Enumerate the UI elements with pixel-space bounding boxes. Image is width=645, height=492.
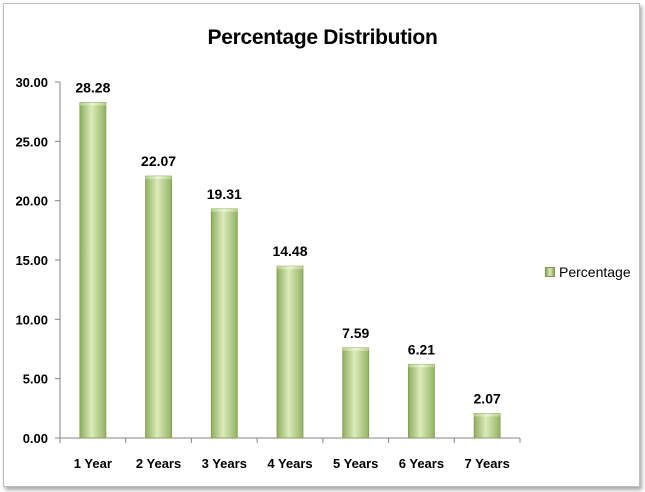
bar-5-years: [342, 347, 370, 439]
data-label: 28.28: [75, 79, 110, 95]
y-tick-label: 25.00: [15, 134, 48, 149]
x-tick-label: 6 Years: [399, 456, 444, 471]
data-label: 14.48: [272, 243, 307, 259]
legend-swatch: [545, 267, 555, 277]
x-tick-label: 5 Years: [333, 456, 378, 471]
bar-cap: [277, 266, 303, 270]
x-tick-label: 3 Years: [202, 456, 247, 471]
axes: 0.00 5.00 10.00 15.00 20.00 25.00 30.00: [15, 75, 521, 446]
y-tick-label: 30.00: [15, 75, 48, 90]
x-tick-label: 4 Years: [267, 456, 312, 471]
chart-title: Percentage Distribution: [207, 26, 438, 49]
data-label: 6.21: [408, 341, 435, 357]
bar-cap: [342, 347, 369, 351]
bar-7-years: [473, 413, 501, 439]
x-tick-label: 1 Year: [74, 456, 112, 471]
x-tick-label: 2 Years: [136, 456, 181, 471]
chart-frame: [3, 3, 640, 487]
y-tick-label: 20.00: [15, 194, 48, 209]
bar-cap: [408, 364, 435, 368]
labels: 28.28 1 Year 22.07 2 Years 19.31 3 Years 14.48…: [74, 79, 510, 471]
bar-cap: [211, 208, 238, 212]
bar-cap: [145, 176, 172, 180]
bar-4-years: [276, 265, 304, 439]
y-tick-label: 10.00: [15, 312, 48, 327]
bar-cap: [79, 102, 106, 106]
data-label: 7.59: [342, 325, 369, 341]
bar-3-years: [210, 208, 238, 439]
x-tick-label: 7 Years: [464, 456, 509, 471]
y-tick-label: 15.00: [15, 253, 48, 268]
legend-label: Percentage: [559, 264, 631, 280]
legend: Percentage: [545, 264, 631, 280]
bars: [79, 102, 501, 439]
y-tick-label: 5.00: [23, 372, 48, 387]
bar-1-year: [79, 102, 107, 439]
y-tick-label: 0.00: [23, 431, 48, 446]
data-label: 19.31: [207, 186, 242, 202]
data-label: 2.07: [474, 390, 501, 406]
bar-6-years: [408, 363, 435, 439]
bar-2-years: [145, 175, 172, 439]
bar-cap: [474, 413, 501, 417]
data-label: 22.07: [141, 153, 176, 169]
